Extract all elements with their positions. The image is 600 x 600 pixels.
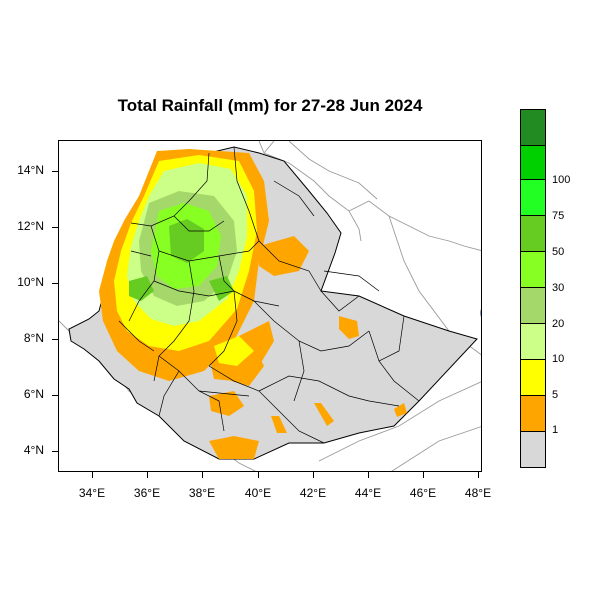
- legend-label: 30: [552, 282, 565, 294]
- map-svg: [59, 141, 481, 471]
- legend-label: 50: [552, 246, 565, 258]
- x-tick-mark: [368, 472, 369, 478]
- x-tick-label: 36°E: [133, 486, 161, 500]
- legend-label: 20: [552, 318, 565, 330]
- x-tick-label: 34°E: [78, 486, 106, 500]
- legend-color-box: [520, 143, 546, 180]
- x-tick-label: 48°E: [464, 486, 492, 500]
- rainfall-map: [58, 140, 482, 472]
- x-tick-label: 46°E: [409, 486, 437, 500]
- y-tick-label: 6°N: [23, 387, 44, 401]
- y-tick-label: 8°N: [23, 331, 44, 345]
- legend-color-box: [520, 323, 546, 360]
- rainfall-zone-50-75mm: [129, 219, 234, 301]
- x-tick-mark: [147, 472, 148, 478]
- legend-color-box: [520, 109, 546, 146]
- region-boundaries: [118, 146, 420, 444]
- x-tick-mark: [478, 472, 479, 478]
- x-tick-mark: [258, 472, 259, 478]
- y-tick-label: 14°N: [17, 163, 44, 177]
- legend-label: 10: [552, 353, 565, 365]
- legend-color-box: [520, 395, 546, 432]
- legend-color-box: [520, 215, 546, 252]
- y-tick-label: 12°N: [17, 219, 44, 233]
- x-tick-mark: [423, 472, 424, 478]
- x-tick-mark: [202, 472, 203, 478]
- legend-label: 75: [552, 210, 565, 222]
- legend-color-box: [520, 251, 546, 288]
- legend-label: 100: [552, 174, 571, 186]
- x-tick-label: 44°E: [354, 486, 382, 500]
- y-tick-label: 4°N: [23, 443, 44, 457]
- legend-color-box: [520, 431, 546, 468]
- x-tick-label: 42°E: [299, 486, 327, 500]
- y-tick-mark: [52, 451, 58, 452]
- y-tick-mark: [52, 227, 58, 228]
- y-tick-mark: [52, 395, 58, 396]
- y-tick-mark: [52, 339, 58, 340]
- ethiopian-meteorology-institute-logo: [479, 293, 481, 333]
- legend-color-box: [520, 287, 546, 324]
- x-tick-label: 40°E: [244, 486, 272, 500]
- y-tick-mark: [52, 283, 58, 284]
- legend-label: 1: [552, 424, 559, 436]
- chart-title: Total Rainfall (mm) for 27-28 Jun 2024: [117, 96, 423, 115]
- y-tick-mark: [52, 171, 58, 172]
- legend-color-box: [520, 179, 546, 216]
- x-tick-mark: [92, 472, 93, 478]
- x-tick-mark: [313, 472, 314, 478]
- legend-color-box: [520, 359, 546, 396]
- x-tick-label: 38°E: [188, 486, 216, 500]
- legend-label: 5: [552, 389, 559, 401]
- y-tick-label: 10°N: [17, 275, 44, 289]
